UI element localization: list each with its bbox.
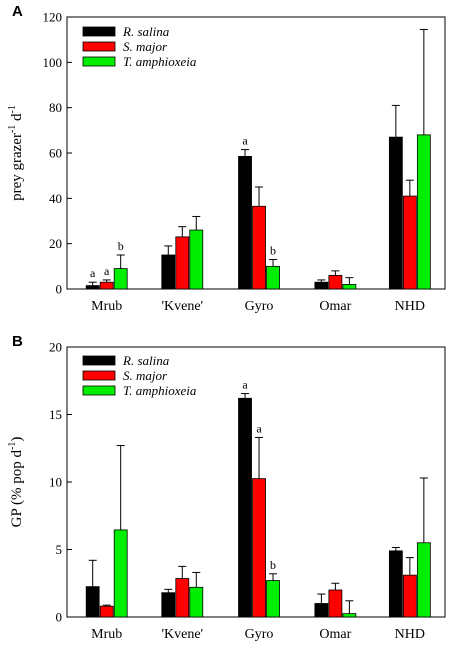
bar	[189, 229, 204, 290]
bar	[314, 603, 329, 618]
bar	[113, 529, 128, 618]
bar	[189, 586, 204, 618]
y-tick-label: 60	[49, 146, 62, 161]
x-category-label: 'Kvene'	[161, 299, 203, 314]
bar	[99, 281, 114, 290]
x-category-label: NHD	[395, 299, 425, 314]
y-tick-label: 20	[49, 340, 62, 355]
y-axis-label: GP (% pop d-1)	[7, 437, 25, 528]
legend-swatch	[82, 26, 116, 37]
bar	[161, 254, 176, 290]
significance-letter: a	[242, 134, 248, 148]
significance-letter: b	[118, 239, 124, 253]
y-tick-label: 15	[49, 407, 62, 422]
legend-swatch	[82, 370, 116, 381]
bar	[328, 589, 343, 618]
bar	[99, 605, 114, 618]
y-tick-label: 0	[56, 282, 63, 297]
bar	[416, 542, 431, 618]
bar	[388, 136, 403, 290]
bar	[113, 268, 128, 290]
y-tick-label: 10	[49, 475, 62, 490]
x-category-label: Mrub	[91, 627, 122, 642]
bar	[85, 285, 100, 290]
significance-letter: a	[90, 266, 96, 280]
bar	[402, 195, 417, 290]
significance-letter: a	[104, 264, 110, 278]
bar	[252, 478, 266, 618]
bar	[266, 580, 280, 618]
legend-label: S. major	[123, 39, 168, 54]
significance-letter: a	[242, 378, 248, 392]
bar	[238, 155, 252, 290]
panel-letter: B	[12, 333, 23, 350]
bar	[388, 550, 403, 618]
significance-letter: b	[270, 558, 276, 572]
x-category-label: Gyro	[245, 627, 274, 642]
y-tick-label: 100	[43, 55, 63, 70]
bar	[416, 134, 431, 290]
y-tick-label: 0	[56, 610, 63, 625]
legend-label: T. amphioxeia	[123, 383, 197, 398]
panel-b: B 0 5 10 15 20 GP (% pop d-1) Mrub 'Kvene' Gyro a a…	[7, 333, 446, 642]
panel-letter: A	[12, 3, 23, 20]
y-tick-label: 40	[49, 191, 62, 206]
bar	[175, 236, 190, 290]
legend-swatch	[82, 56, 116, 67]
legend-label: R. salina	[122, 353, 170, 368]
legend-label: S. major	[123, 368, 168, 383]
x-category-label: Gyro	[245, 299, 274, 314]
x-category-label: Mrub	[91, 299, 122, 314]
y-tick-label: 20	[49, 236, 62, 251]
bar	[342, 613, 357, 618]
bar	[161, 592, 176, 618]
bar	[402, 574, 417, 618]
legend-label: R. salina	[122, 24, 170, 39]
legend-swatch	[82, 41, 116, 52]
x-category-label: Omar	[319, 299, 351, 314]
bar	[328, 274, 343, 290]
y-tick-label: 120	[43, 10, 63, 25]
bar	[342, 284, 357, 290]
legend-swatch	[82, 355, 116, 366]
x-category-label: NHD	[395, 627, 425, 642]
significance-letter: b	[270, 244, 276, 258]
bar	[252, 205, 266, 290]
significance-letter: a	[256, 421, 262, 435]
legend-swatch	[82, 385, 116, 396]
bar	[238, 397, 252, 618]
y-axis-label: prey grazer-1 d-1	[7, 105, 25, 201]
y-tick-label: 80	[49, 100, 62, 115]
bar	[266, 265, 280, 290]
bar	[85, 586, 100, 618]
x-category-label: Omar	[319, 627, 351, 642]
legend-label: T. amphioxeia	[123, 54, 197, 69]
y-tick-label: 5	[56, 542, 63, 557]
bar	[175, 578, 190, 618]
x-category-label: 'Kvene'	[161, 627, 203, 642]
bar	[314, 281, 329, 290]
